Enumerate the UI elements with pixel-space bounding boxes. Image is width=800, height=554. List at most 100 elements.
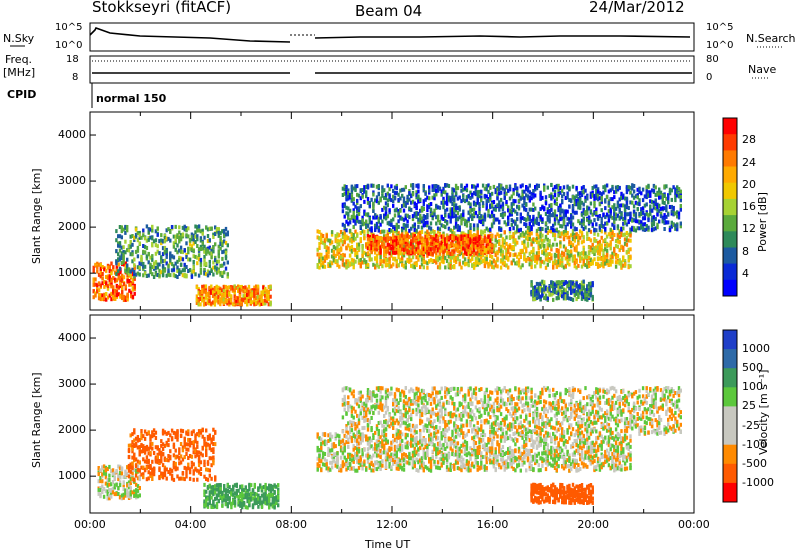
radar-cell bbox=[183, 268, 186, 273]
radar-cell bbox=[156, 265, 159, 269]
radar-cell bbox=[226, 274, 229, 279]
radar-cell bbox=[499, 248, 503, 253]
radar-cell bbox=[512, 245, 515, 249]
radar-cell bbox=[406, 213, 409, 218]
radar-cell bbox=[140, 257, 143, 262]
radar-cell bbox=[122, 259, 125, 264]
radar-cell bbox=[587, 256, 591, 260]
radar-cell bbox=[350, 190, 354, 195]
radar-cell bbox=[641, 187, 645, 192]
radar-cell bbox=[404, 234, 407, 239]
radar-cell bbox=[535, 251, 539, 256]
radar-cell bbox=[573, 238, 576, 243]
radar-cell bbox=[115, 265, 119, 270]
radar-cell bbox=[465, 219, 469, 224]
radar-cell bbox=[384, 251, 388, 256]
radar-cell bbox=[467, 251, 470, 256]
radar-cell bbox=[320, 236, 323, 241]
radar-cell bbox=[428, 188, 431, 193]
radar-cell bbox=[602, 248, 605, 253]
radar-cell bbox=[392, 230, 395, 235]
radar-cell bbox=[436, 229, 440, 234]
radar-cell bbox=[550, 247, 553, 252]
radar-cell bbox=[386, 242, 389, 247]
radar-cell bbox=[586, 254, 589, 259]
radar-cell bbox=[566, 254, 569, 259]
radar-cell bbox=[449, 258, 452, 263]
radar-cell bbox=[221, 263, 224, 268]
radar-cell bbox=[679, 194, 682, 199]
radar-cell bbox=[379, 249, 382, 253]
radar-cell bbox=[573, 264, 576, 269]
radar-cell bbox=[614, 264, 618, 269]
radar-cell bbox=[269, 285, 272, 290]
radar-cell bbox=[151, 236, 154, 241]
radar-cell bbox=[395, 225, 398, 230]
radar-cell bbox=[638, 186, 641, 191]
radar-cell bbox=[348, 195, 352, 200]
radar-cell bbox=[622, 245, 625, 250]
radar-cell bbox=[208, 251, 211, 256]
radar-cell bbox=[347, 211, 350, 216]
radar-cell bbox=[568, 249, 571, 254]
radar-cell bbox=[131, 234, 134, 238]
radar-cell bbox=[647, 183, 650, 188]
radar-cell bbox=[401, 252, 404, 257]
radar-cell bbox=[179, 262, 183, 267]
radar-cell bbox=[133, 266, 136, 271]
radar-cell bbox=[169, 255, 172, 259]
radar-cell bbox=[228, 291, 231, 296]
radar-cell bbox=[489, 185, 492, 190]
radar-cell bbox=[489, 249, 492, 254]
radar-cell bbox=[552, 260, 555, 265]
radar-cell bbox=[192, 237, 195, 242]
radar-cell bbox=[115, 238, 118, 243]
radar-cell bbox=[343, 214, 346, 219]
radar-cell bbox=[384, 212, 388, 217]
radar-cell bbox=[481, 230, 485, 235]
radar-cell bbox=[122, 294, 126, 299]
radar-cell bbox=[370, 183, 373, 188]
radar-cell bbox=[449, 209, 452, 214]
radar-cell bbox=[202, 284, 206, 289]
radar-cell bbox=[453, 264, 456, 269]
radar-cell bbox=[447, 244, 451, 249]
radar-cell bbox=[587, 264, 591, 268]
radar-cell bbox=[158, 262, 161, 267]
radar-cell bbox=[458, 245, 461, 250]
radar-cell bbox=[321, 263, 325, 268]
radar-cell bbox=[649, 204, 652, 209]
radar-cell bbox=[374, 215, 377, 220]
radar-cell bbox=[348, 261, 352, 266]
radar-cell bbox=[224, 226, 228, 231]
radar-cell bbox=[231, 286, 235, 291]
radar-cell bbox=[420, 216, 424, 221]
radar-cell bbox=[120, 251, 123, 256]
radar-cell bbox=[181, 257, 185, 262]
radar-cell bbox=[505, 200, 508, 204]
radar-cell bbox=[433, 208, 436, 213]
radar-cell bbox=[587, 228, 591, 233]
radar-cell bbox=[548, 252, 551, 256]
radar-cell bbox=[535, 217, 539, 222]
radar-cell bbox=[112, 289, 115, 294]
radar-cell bbox=[546, 258, 549, 263]
radar-cell bbox=[151, 254, 154, 259]
radar-cell bbox=[490, 243, 494, 248]
radar-cell bbox=[143, 250, 147, 255]
radar-cell bbox=[199, 263, 203, 268]
radar-cell bbox=[591, 250, 594, 255]
radar-cell bbox=[94, 262, 97, 267]
radar-cell bbox=[454, 203, 458, 208]
radar-cell bbox=[237, 299, 240, 304]
radar-cell bbox=[575, 185, 578, 190]
radar-cell bbox=[390, 246, 393, 251]
radar-cell bbox=[352, 210, 355, 215]
radar-cell bbox=[388, 256, 391, 261]
radar-cell bbox=[420, 257, 424, 262]
radar-cell bbox=[345, 194, 348, 199]
radar-cell bbox=[562, 192, 566, 196]
radar-cell bbox=[108, 274, 111, 279]
radar-cell bbox=[447, 197, 451, 202]
radar-cell bbox=[215, 287, 218, 292]
